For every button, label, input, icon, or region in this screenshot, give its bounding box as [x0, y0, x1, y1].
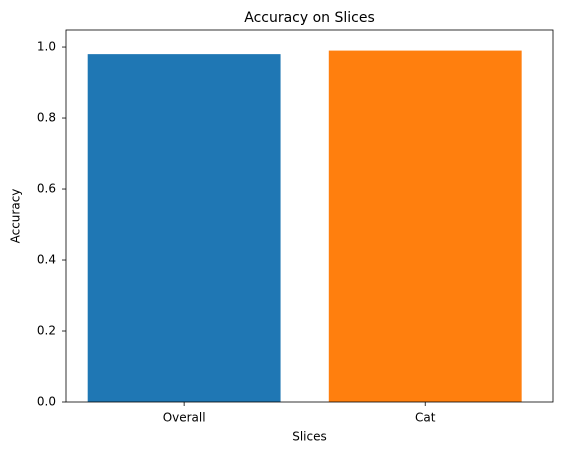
y-tick-label: 0.0 — [37, 395, 56, 409]
chart-title: Accuracy on Slices — [244, 10, 375, 26]
plot-frame — [65, 29, 554, 403]
y-tick-label: 0.4 — [37, 253, 56, 267]
y-axis-label: Accuracy — [9, 189, 23, 244]
x-tick-label: Overall — [163, 411, 206, 425]
y-tick-label: 0.2 — [37, 324, 56, 338]
y-tick-label: 1.0 — [37, 40, 56, 54]
y-tick-label: 0.8 — [37, 111, 56, 125]
bar — [328, 50, 522, 402]
bar — [87, 54, 281, 403]
x-axis-label: Slices — [292, 430, 327, 444]
y-tick-label: 0.6 — [37, 182, 56, 196]
x-tick-label: Cat — [415, 411, 436, 425]
